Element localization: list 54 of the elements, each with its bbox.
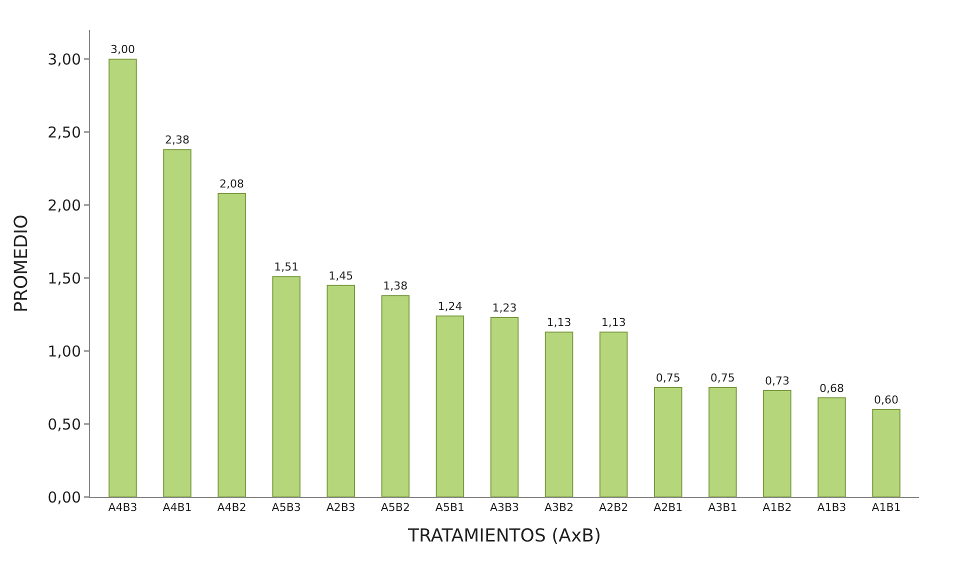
y-tick-label: 1,00	[48, 342, 81, 360]
y-tick-label: 2,50	[48, 123, 81, 142]
bar	[218, 192, 246, 497]
data-label: 1,13	[601, 316, 626, 330]
bar	[872, 408, 900, 497]
data-label: 2,38	[165, 134, 190, 147]
x-tick-label: A1B1	[872, 501, 901, 514]
bar	[599, 332, 628, 497]
x-tick-label: A2B2	[599, 501, 628, 514]
bar	[654, 387, 682, 497]
bar	[708, 387, 737, 497]
data-label: 1,13	[546, 316, 572, 330]
x-tick-label: A4B2	[217, 501, 246, 514]
y-tick-label: 2,00	[48, 196, 81, 214]
bar	[272, 276, 300, 497]
bar	[326, 284, 356, 497]
data-label: 1,45	[328, 269, 354, 282]
data-label: 0,60	[874, 393, 899, 406]
bar	[490, 317, 519, 497]
data-label: 0,75	[656, 372, 680, 385]
x-tick-label: A2B1	[654, 501, 683, 514]
x-tick-label: A5B1	[435, 501, 464, 514]
x-tick-label: A4B1	[162, 501, 192, 514]
bar	[818, 397, 846, 497]
bar	[108, 58, 137, 497]
y-tick-label: 3,00	[48, 50, 81, 68]
data-label: 0,73	[764, 374, 790, 388]
x-tick-label: A1B3	[817, 501, 846, 514]
data-label: 1,24	[438, 300, 462, 314]
data-label: 0,75	[710, 372, 735, 385]
x-tick-label: A5B3	[272, 501, 301, 514]
bar	[381, 295, 410, 497]
x-tick-label: A2B3	[326, 501, 356, 514]
data-label: 3,00	[110, 43, 135, 56]
data-label: 0,68	[819, 382, 844, 395]
y-tick-label: 0,00	[48, 488, 81, 506]
bar	[544, 332, 574, 497]
bar	[763, 390, 792, 497]
x-tick-label: A4B3	[108, 501, 138, 514]
x-tick-label: A3B2	[544, 501, 574, 514]
bar	[436, 316, 464, 497]
y-axis-title: PROMEDIO	[10, 214, 32, 312]
x-tick-label: A3B1	[708, 501, 738, 514]
x-tick-label: A1B2	[762, 501, 792, 514]
data-label: 1,23	[492, 302, 517, 314]
x-tick-label: A5B2	[380, 501, 410, 514]
x-axis-title: TRATAMIENTOS (AxB)	[407, 525, 601, 546]
data-label: 1,51	[274, 260, 299, 274]
y-tick-label: 0,50	[48, 415, 81, 434]
data-label: 2,08	[220, 177, 244, 190]
x-tick-label: A3B3	[490, 501, 520, 514]
data-label: 1,38	[383, 280, 408, 293]
y-tick-label: 1,50	[48, 269, 81, 288]
bar	[163, 149, 192, 497]
